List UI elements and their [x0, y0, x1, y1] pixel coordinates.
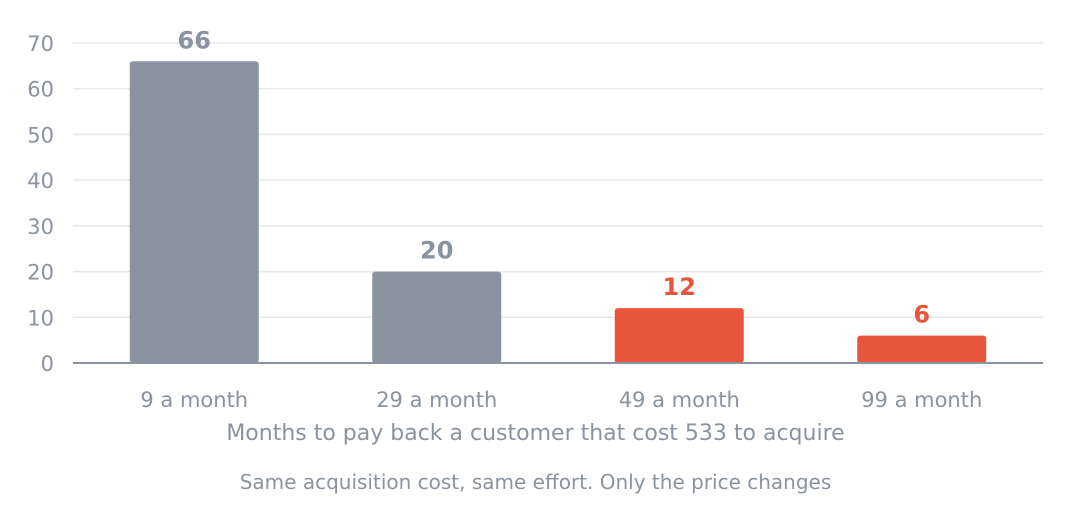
x-tick-label: 49 a month	[619, 388, 740, 410]
bar	[614, 308, 744, 363]
bar	[372, 271, 502, 363]
x-axis-label: Months to pay back a customer that cost …	[226, 421, 845, 446]
bars	[129, 61, 987, 364]
y-tick-label: 0	[41, 352, 54, 376]
y-tick-label: 30	[27, 215, 54, 239]
bar	[129, 61, 259, 364]
data-label: 20	[420, 237, 453, 265]
y-tick-label: 50	[27, 123, 54, 147]
bar	[857, 335, 987, 363]
y-axis-ticks: 0 10 20 30 40 50 60 70	[27, 32, 54, 376]
y-tick-label: 20	[27, 261, 54, 285]
data-label: 12	[663, 273, 696, 301]
x-tick-label: 9 a month	[140, 388, 248, 410]
data-label: 66	[178, 26, 211, 54]
y-tick-label: 70	[27, 32, 54, 56]
x-tick-label: 29 a month	[376, 388, 497, 410]
bar-chart-plot: 0 10 20 30 40 50 60 70 66 20 12 6 9 a month 29 a mo…	[27, 26, 1043, 412]
x-tick-label: 99 a month	[861, 388, 982, 410]
data-label: 6	[913, 301, 930, 329]
y-tick-label: 40	[27, 169, 54, 193]
x-axis-ticks: 9 a month 29 a month 49 a month 99 a month	[140, 388, 982, 412]
y-tick-label: 10	[27, 306, 54, 330]
y-tick-label: 60	[27, 78, 54, 102]
chart-subtitle: Same acquisition cost, same effort. Only…	[239, 470, 832, 494]
data-labels: 66 20 12 6	[178, 26, 931, 328]
